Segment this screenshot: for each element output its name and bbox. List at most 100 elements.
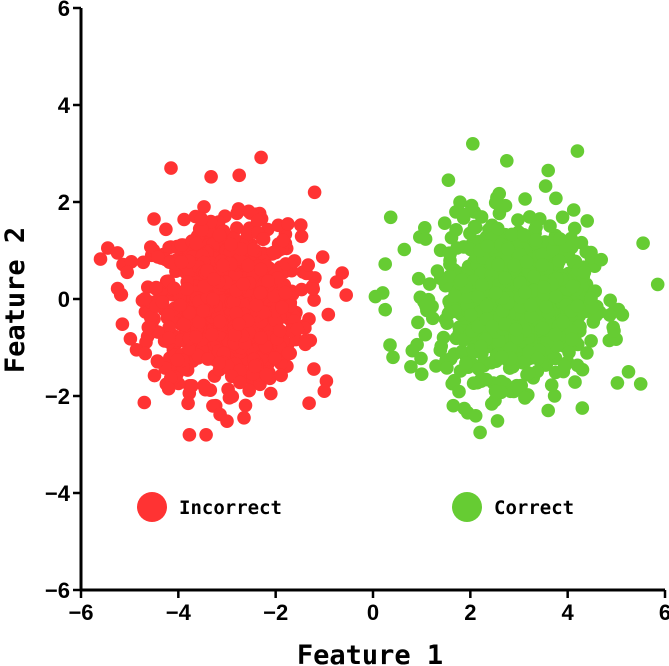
data-point xyxy=(319,374,334,388)
data-point xyxy=(418,327,433,342)
data-point xyxy=(273,323,287,338)
data-point xyxy=(124,254,139,269)
data-point xyxy=(236,277,251,291)
data-point xyxy=(307,293,321,307)
data-point xyxy=(553,232,567,246)
data-point xyxy=(256,232,271,246)
data-point xyxy=(603,293,617,308)
data-point xyxy=(405,343,420,358)
data-point xyxy=(248,359,262,374)
data-point xyxy=(249,298,264,313)
data-point xyxy=(519,255,534,269)
data-point xyxy=(151,250,165,264)
data-point xyxy=(436,330,451,345)
data-point xyxy=(522,210,537,224)
data-point xyxy=(386,350,400,365)
data-point xyxy=(254,150,268,165)
data-point xyxy=(505,227,519,242)
data-point xyxy=(517,228,531,242)
data-point xyxy=(216,258,230,273)
data-point xyxy=(607,324,621,338)
data-point xyxy=(552,254,566,268)
data-point xyxy=(473,425,487,440)
data-point xyxy=(443,257,457,272)
data-point xyxy=(162,331,176,346)
data-point xyxy=(535,321,550,336)
data-point xyxy=(199,428,213,442)
data-point xyxy=(246,242,260,257)
data-point xyxy=(621,365,636,379)
data-point xyxy=(422,277,437,291)
data-point xyxy=(182,342,196,356)
data-point xyxy=(254,262,268,277)
data-point xyxy=(498,317,512,331)
data-point xyxy=(138,291,152,306)
data-point xyxy=(549,191,563,206)
data-point xyxy=(259,367,274,382)
data-point xyxy=(603,308,617,322)
data-point xyxy=(535,247,550,262)
data-point xyxy=(474,339,488,354)
data-point xyxy=(264,386,278,401)
data-point xyxy=(557,359,572,374)
data-point xyxy=(174,255,189,269)
data-point xyxy=(437,216,452,230)
data-point xyxy=(201,352,215,366)
data-point xyxy=(383,338,397,352)
data-point xyxy=(150,354,165,368)
data-point xyxy=(197,378,211,393)
data-point xyxy=(418,232,433,246)
data-point xyxy=(636,236,650,250)
x-axis-title: Feature 1 xyxy=(297,640,443,666)
y-axis-title: Feature 2 xyxy=(0,227,31,373)
data-point xyxy=(456,333,471,347)
data-point xyxy=(141,320,156,335)
data-point xyxy=(570,144,585,158)
legend-marker xyxy=(137,492,167,522)
data-point xyxy=(182,305,197,320)
data-point xyxy=(147,212,161,226)
data-point xyxy=(485,319,500,334)
x-tick-label: 0 xyxy=(367,600,379,625)
data-point xyxy=(488,286,503,300)
data-point xyxy=(419,298,433,313)
data-point xyxy=(225,389,240,404)
data-point xyxy=(464,198,479,213)
data-point xyxy=(456,207,470,222)
y-tick-label: −6 xyxy=(45,578,70,603)
data-point xyxy=(378,257,393,271)
data-point xyxy=(228,328,242,342)
data-point xyxy=(418,221,432,235)
data-point xyxy=(110,281,125,296)
data-point xyxy=(278,285,293,300)
data-point xyxy=(414,367,429,382)
data-point xyxy=(500,154,514,168)
data-point xyxy=(509,322,523,337)
data-point xyxy=(250,213,265,228)
data-point xyxy=(566,203,581,217)
data-point xyxy=(253,286,268,300)
data-point xyxy=(594,252,608,267)
data-point xyxy=(633,377,648,391)
data-point xyxy=(232,168,246,183)
data-point xyxy=(565,332,579,347)
data-point xyxy=(518,192,532,206)
data-point xyxy=(546,242,560,256)
data-point xyxy=(488,195,503,210)
data-point xyxy=(302,396,316,411)
data-point xyxy=(501,242,515,256)
data-point xyxy=(383,210,398,225)
data-point xyxy=(447,373,462,388)
data-point xyxy=(120,265,134,280)
data-point xyxy=(317,384,332,399)
data-point xyxy=(447,289,462,304)
data-point xyxy=(579,245,593,259)
y-tick-label: −4 xyxy=(45,481,71,506)
data-point xyxy=(298,337,313,352)
data-point xyxy=(397,242,412,257)
data-point xyxy=(479,372,494,387)
data-point xyxy=(470,289,485,304)
data-point xyxy=(189,330,203,344)
y-tick-label: −2 xyxy=(45,384,70,409)
data-point xyxy=(570,358,585,373)
